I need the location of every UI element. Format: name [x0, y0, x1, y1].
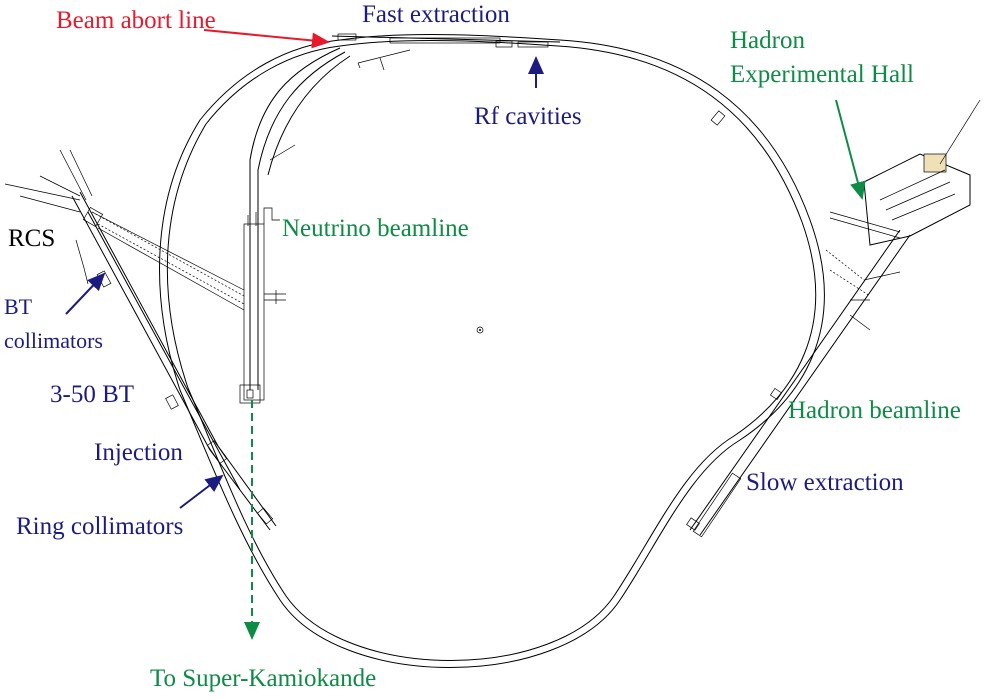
fast-extraction-section — [331, 33, 561, 71]
bt-collimators-arrow — [65, 272, 106, 315]
neutrino-beamline-label: Neutrino beamline — [282, 215, 469, 242]
rf-cavities-label: Rf cavities — [474, 103, 582, 130]
hadron-hall-label-line1: Hadron — [730, 27, 805, 54]
hadron-hall-arrow — [835, 99, 866, 200]
main-ring — [159, 34, 825, 668]
ring-center-marker — [476, 326, 484, 334]
rcs-transport-line — [4, 149, 277, 531]
ring-collimators-label: Ring collimators — [16, 513, 183, 540]
bt-3-50-label: 3-50 BT — [50, 381, 134, 408]
hadron-beamline-label: Hadron beamline — [788, 397, 961, 424]
ring-center-dot — [479, 329, 481, 331]
neutrino-beamline-structure — [239, 47, 351, 404]
bt-collimators-label-line2: collimators — [4, 328, 103, 353]
rcs-label: RCS — [8, 225, 55, 252]
hadron-experimental-hall — [825, 99, 981, 297]
fast-extraction-label: Fast extraction — [362, 1, 510, 28]
hadron-hall-label-line2: Experimental Hall — [730, 61, 914, 88]
ring-collimators-arrow — [179, 474, 224, 509]
beam-dump-branch — [91, 211, 245, 311]
beam-abort-line-label: Beam abort line — [56, 7, 216, 34]
bt-collimators-label-line1: BT — [4, 294, 33, 319]
slow-extraction-label: Slow extraction — [746, 469, 904, 496]
to-super-kamiokande-label: To Super-Kamiokande — [150, 665, 376, 692]
beam-abort-arrow — [203, 29, 330, 49]
injection-label: Injection — [94, 439, 183, 466]
